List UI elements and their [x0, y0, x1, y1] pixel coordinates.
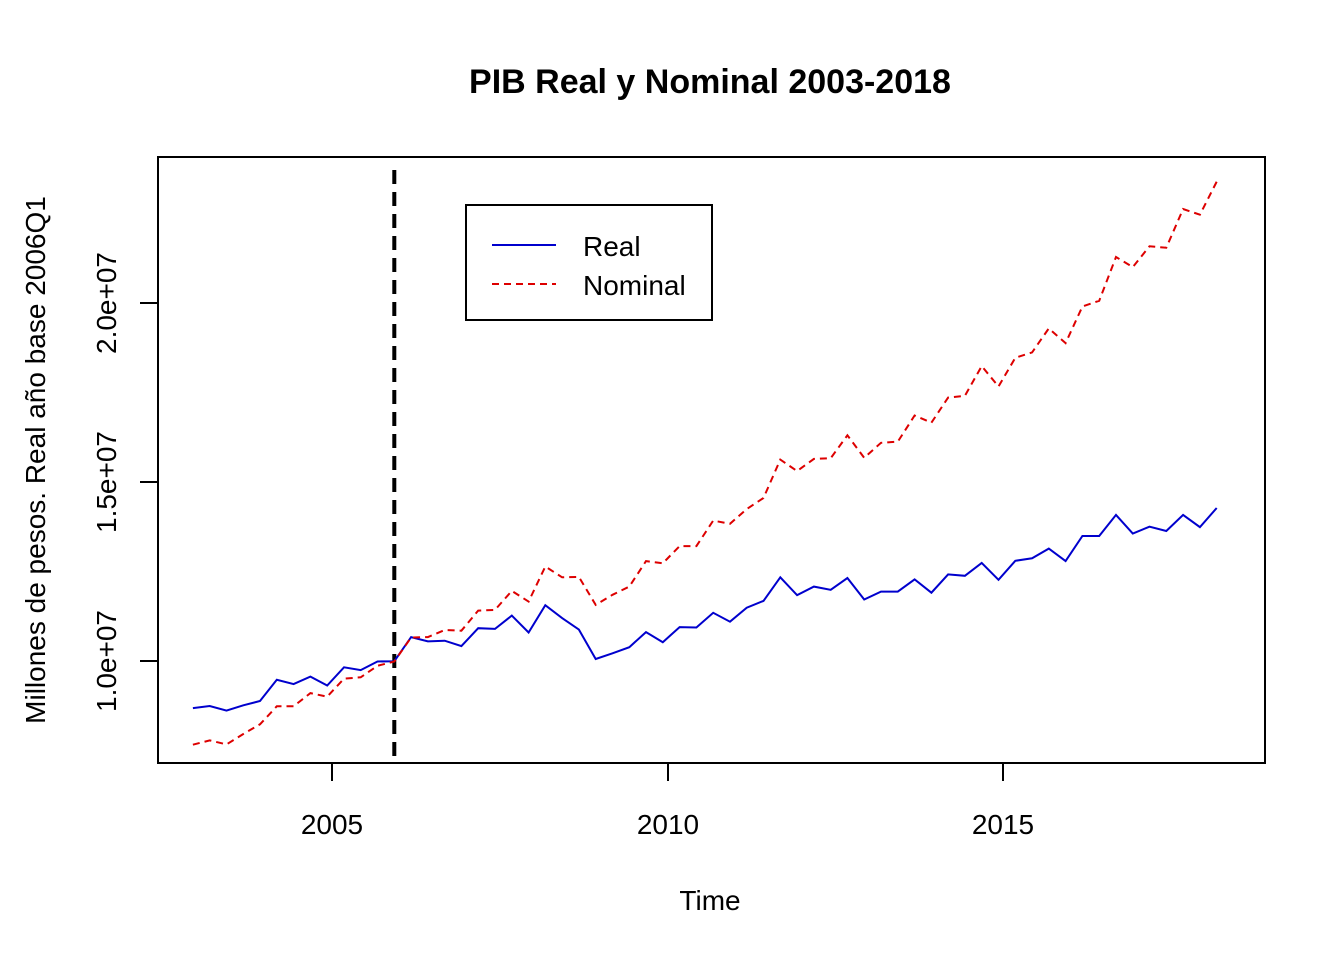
- y-axis: 1.0e+07 1.5e+07 2.0e+07: [91, 252, 159, 712]
- x-tick-label: 2005: [301, 809, 363, 840]
- x-tick-2005: 2005: [301, 763, 363, 840]
- x-tick-label: 2015: [972, 809, 1034, 840]
- legend-label-real: Real: [583, 231, 641, 262]
- x-axis-title: Time: [679, 885, 740, 916]
- legend-box: [465, 204, 713, 321]
- legend: Real Nominal: [465, 204, 713, 321]
- legend-label-nominal: Nominal: [583, 270, 686, 301]
- x-tick-2015: 2015: [972, 763, 1034, 840]
- y-tick-label: 2.0e+07: [91, 252, 122, 354]
- y-tick-2e7: 2.0e+07: [91, 252, 158, 354]
- x-axis: 2005 2010 2015: [301, 762, 1034, 840]
- series-line-nominal: [192, 181, 1218, 746]
- series-line-real: [192, 507, 1218, 712]
- x-tick-label: 2010: [637, 809, 699, 840]
- y-tick-1.5e7: 1.5e+07: [91, 431, 158, 533]
- y-tick-label: 1.0e+07: [91, 610, 122, 712]
- x-tick-2010: 2010: [637, 763, 699, 840]
- y-axis-title: Millones de pesos. Real año base 2006Q1: [20, 196, 51, 724]
- chart-title: PIB Real y Nominal 2003-2018: [469, 63, 951, 101]
- y-tick-label: 1.5e+07: [91, 431, 122, 533]
- y-tick-1e7: 1.0e+07: [91, 610, 158, 712]
